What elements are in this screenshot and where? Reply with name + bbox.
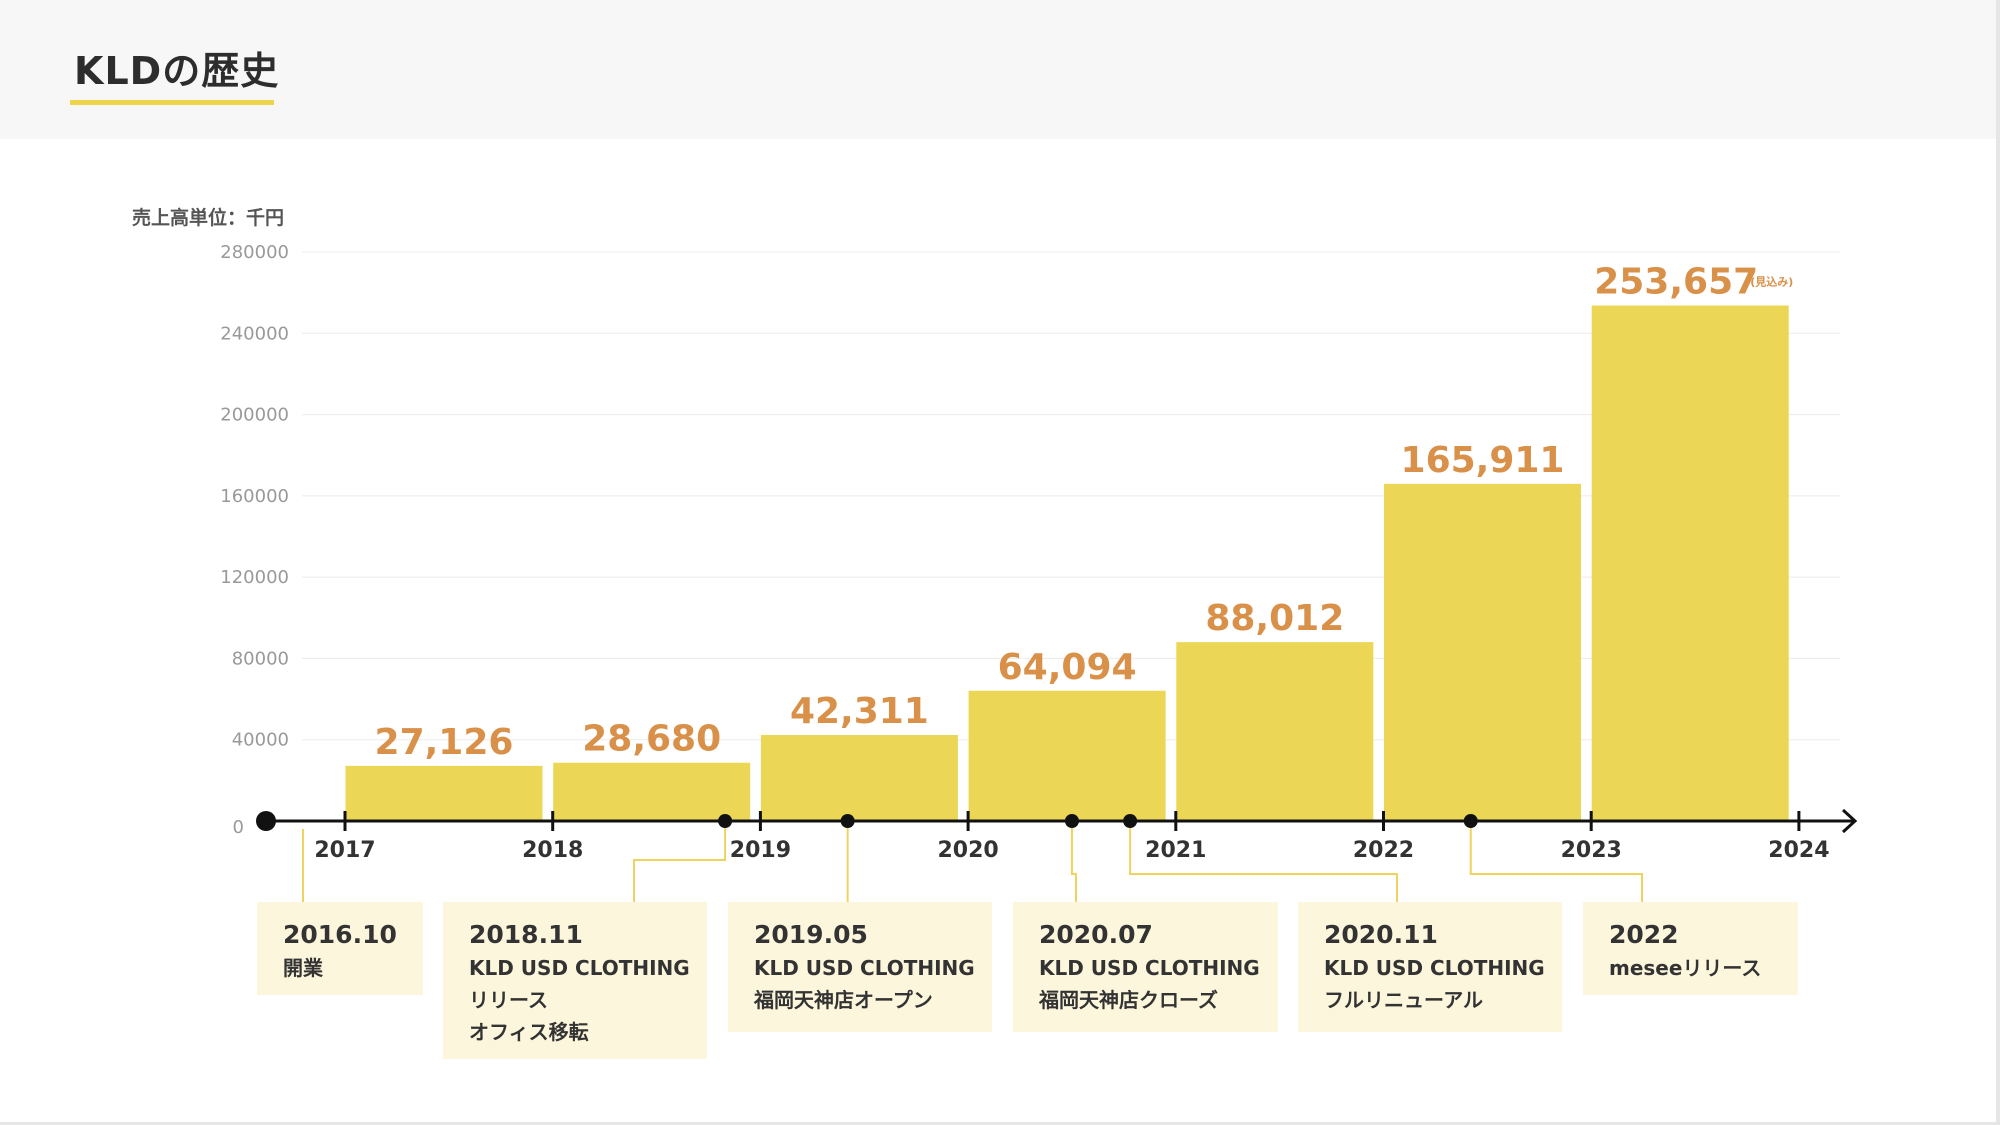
timeline-event-text: フルリニューアル	[1324, 988, 1483, 1012]
bar-2020	[968, 690, 1166, 821]
timeline-event-text: KLD USD CLOTHING	[754, 956, 975, 980]
timeline-event-date: 2018.11	[469, 920, 583, 949]
timeline-start-dot	[256, 811, 276, 831]
y-tick-label: 0	[233, 817, 244, 838]
bars	[345, 305, 1789, 822]
timeline-event-box: 2020.11 KLD USD CLOTHING フルリニューアル	[1298, 902, 1562, 1032]
page-title: KLDの歴史	[74, 49, 280, 93]
timeline-event-dot	[1064, 814, 1079, 828]
value-labels: 27,126 28,680 42,311 64,094 88,012 165,911 253…	[375, 262, 1794, 763]
timeline-event-date: 2016.10	[283, 920, 397, 949]
y-tick-label: 120000	[220, 567, 289, 588]
timeline-event-box: 2022 meseeリリース	[1583, 902, 1798, 995]
x-tick-label: 2018	[522, 838, 583, 863]
timeline-event-date: 2022	[1609, 920, 1679, 949]
timeline-event-text: リリース	[469, 988, 548, 1012]
timeline-event-dot	[840, 814, 855, 828]
timeline-event-date: 2019.05	[754, 920, 868, 949]
x-tick-label: 2020	[937, 838, 998, 863]
value-label: 253,657	[1594, 262, 1758, 303]
bar-2023	[1591, 305, 1789, 822]
y-tick-label: 240000	[220, 323, 289, 344]
value-label: 28,680	[582, 719, 721, 760]
x-tick-label: 2024	[1768, 838, 1829, 863]
timeline-event-text: KLD USD CLOTHING	[1324, 956, 1545, 980]
timeline-axis	[256, 808, 1858, 834]
y-tick-label: 160000	[220, 486, 289, 507]
timeline-event-text: 福岡天神店クローズ	[1039, 988, 1218, 1012]
bar-2022	[1384, 483, 1581, 821]
timeline-connector	[1129, 821, 1398, 902]
y-tick-label: 200000	[220, 405, 289, 426]
timeline-event-dot	[1123, 814, 1138, 828]
value-label: 64,094	[998, 647, 1137, 688]
value-label: 42,311	[790, 691, 929, 732]
timeline-event-dot	[1463, 814, 1478, 828]
x-tick-label: 2017	[314, 838, 375, 863]
bottom-edge	[0, 1122, 2000, 1125]
value-label: 27,126	[375, 722, 514, 763]
y-tick-labels: 280000 240000 200000 160000 120000 80000 40000…	[220, 242, 289, 838]
bar-2021	[1176, 642, 1374, 821]
value-label: 88,012	[1205, 598, 1344, 639]
title-underline	[70, 100, 274, 105]
bar-2017	[345, 765, 543, 821]
timeline-event-date: 2020.07	[1039, 920, 1153, 949]
bar-2019	[760, 735, 958, 821]
timeline-event-box: 2018.11 KLD USD CLOTHING リリースオフィス移転	[443, 902, 707, 1059]
x-tick-label: 2019	[730, 838, 791, 863]
header-band	[0, 0, 2000, 139]
gridlines	[302, 251, 1840, 741]
timeline-event-text: KLD USD CLOTHING	[469, 956, 690, 980]
timeline-event-date: 2020.11	[1324, 920, 1438, 949]
timeline-event-text: meseeリリース	[1609, 956, 1762, 980]
timeline-connector	[1469, 821, 1643, 902]
right-edge	[1996, 0, 2000, 1125]
x-tick-label: 2021	[1145, 838, 1206, 863]
timeline-connector	[633, 821, 727, 902]
estimate-note: (見込み)	[1750, 275, 1793, 289]
timeline-event-text: 開業	[283, 956, 323, 980]
timeline-event-box: 2020.07 KLD USD CLOTHING 福岡天神店クローズ	[1013, 902, 1278, 1032]
timeline-event-text: KLD USD CLOTHING	[1039, 956, 1260, 980]
y-axis-unit-label: 売上高単位：千円	[132, 206, 284, 229]
timeline-event-text: 福岡天神店オープン	[754, 988, 933, 1012]
y-tick-label: 80000	[232, 648, 289, 669]
timeline-event-text: オフィス移転	[469, 1020, 589, 1044]
timeline-connectors	[302, 821, 1643, 902]
timeline-arrow-head	[1841, 808, 1858, 834]
timeline-event-dot	[718, 814, 733, 828]
x-tick-label: 2022	[1353, 838, 1414, 863]
x-tick-labels: 2017 2018 2019 2020 2021 2022 2023 2024	[314, 838, 1829, 863]
y-tick-label: 280000	[220, 242, 289, 263]
value-label: 165,911	[1401, 440, 1565, 481]
x-tick-label: 2023	[1561, 838, 1622, 863]
bar-2018	[553, 762, 751, 821]
timeline-connector	[1070, 821, 1077, 902]
y-tick-label: 40000	[232, 730, 289, 751]
timeline-event-box: 2016.10 開業	[257, 902, 423, 995]
timeline-event-box: 2019.05 KLD USD CLOTHING 福岡天神店オープン	[728, 902, 992, 1032]
